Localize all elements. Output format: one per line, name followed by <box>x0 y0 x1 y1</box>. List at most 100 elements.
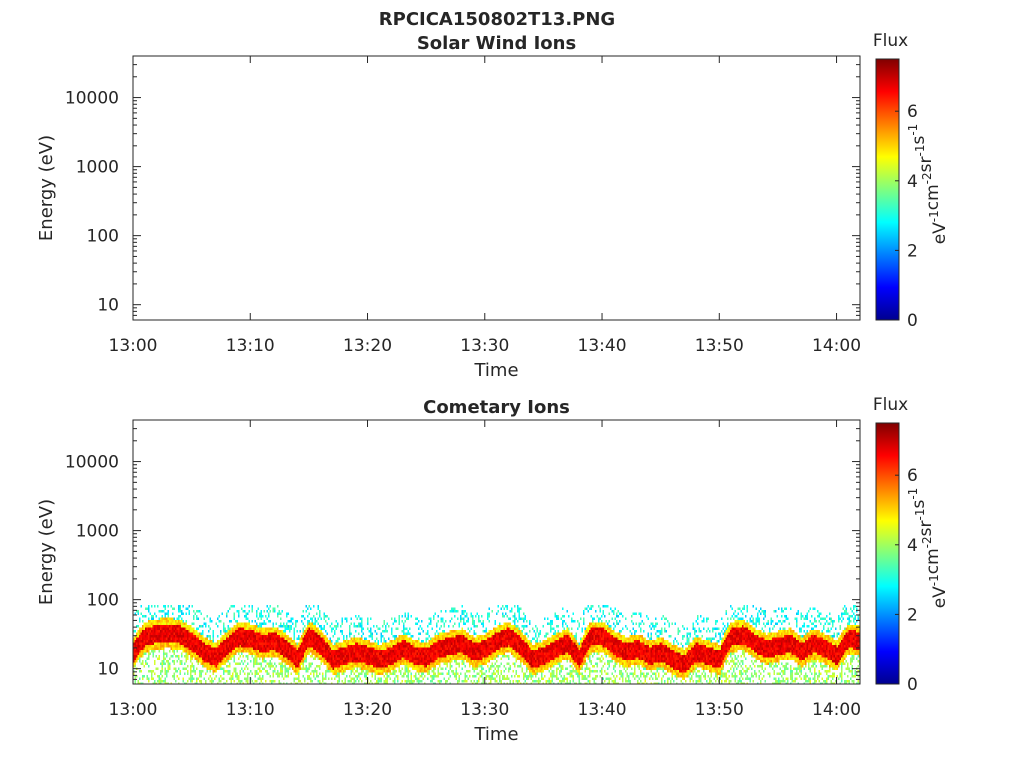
cometary-spectrogram-cell <box>142 637 144 640</box>
cometary-spectrogram-cell <box>332 667 334 670</box>
cometary-spectrogram-cell <box>304 677 306 680</box>
cometary-spectrogram-cell <box>508 650 510 653</box>
cometary-spectrogram-cell <box>371 642 373 645</box>
cometary-spectrogram-cell <box>365 652 367 655</box>
cometary-spectrogram-cell <box>523 682 525 684</box>
cometary-spectrogram-cell <box>515 642 517 645</box>
solar-wind-y-axis-label: Energy (eV) <box>36 135 57 241</box>
cometary-spectrogram-cell <box>164 667 166 670</box>
cometary-spectrogram-cell <box>299 680 301 683</box>
cometary-spectrogram-cell <box>365 670 367 673</box>
cometary-spectrogram-cell <box>334 632 336 635</box>
cometary-spectrogram-cell <box>308 662 310 665</box>
cometary-spectrogram-cell <box>293 637 295 640</box>
cometary-spectrogram-cell <box>254 670 256 673</box>
cometary-spectrogram-cell <box>251 630 253 633</box>
cometary-spectrogram-cell <box>181 630 183 633</box>
cometary-spectrogram-cell <box>218 652 220 655</box>
cometary-spectrogram-cell <box>145 627 147 630</box>
cometary-spectrogram-cell <box>272 650 274 653</box>
cometary-spectrogram-cell <box>248 647 250 650</box>
cometary-spectrogram-cell <box>509 682 511 684</box>
cometary-spectrogram-cell <box>532 670 534 673</box>
cometary-spectrogram-cell <box>253 652 255 655</box>
cometary-spectrogram-cell <box>239 637 241 640</box>
cometary-spectrogram-cell <box>349 625 351 628</box>
cometary-spectrogram-cell <box>235 662 237 665</box>
cometary-spectrogram-cell <box>196 680 198 683</box>
cometary-spectrogram-cell <box>361 627 363 630</box>
cometary-spectrogram-cell <box>437 640 439 643</box>
cometary-spectrogram-cell <box>397 677 399 680</box>
cometary-spectrogram-cell <box>341 652 343 655</box>
cometary-spectrogram-cell <box>268 627 270 630</box>
cometary-spectrogram-cell <box>307 632 309 635</box>
cometary-spectrogram-cell <box>305 610 307 613</box>
cometary-spectrogram-cell <box>458 635 460 638</box>
cometary-spectrogram-cell <box>389 672 391 675</box>
cometary-spectrogram-cell <box>244 605 246 608</box>
cometary-spectrogram-cell <box>349 645 351 648</box>
cometary-spectrogram-cell <box>172 612 174 615</box>
cometary-spectrogram-cell <box>368 650 370 653</box>
cometary-spectrogram-cell <box>289 620 291 623</box>
cometary-spectrogram-cell <box>184 630 186 633</box>
cometary-spectrogram-cell <box>262 677 264 680</box>
cometary-spectrogram-cell <box>337 622 339 625</box>
cometary-spectrogram-cell <box>442 655 444 658</box>
cometary-spectrogram-cell <box>361 660 363 663</box>
cometary-spectrogram-cell <box>391 662 393 665</box>
cometary-spectrogram-cell <box>475 650 477 653</box>
cometary-spectrogram-cell <box>469 665 471 668</box>
cometary-spectrogram-cell <box>499 625 501 628</box>
cometary-spectrogram-cell <box>185 640 187 643</box>
cometary-spectrogram-cell <box>146 647 148 650</box>
cometary-spectrogram-cell <box>197 617 199 620</box>
cometary-spectrogram-cell <box>154 635 156 638</box>
cometary-spectrogram-cell <box>374 655 376 658</box>
cometary-spectrogram-cell <box>491 642 493 645</box>
cometary-spectrogram-cell <box>155 625 157 628</box>
cometary-spectrogram-cell <box>514 637 516 640</box>
cometary-spectrogram-cell <box>338 665 340 668</box>
cometary-spectrogram-cell <box>173 627 175 630</box>
cometary-spectrogram-cell <box>257 647 259 650</box>
cometary-spectrogram-cell <box>407 677 409 680</box>
cometary-spectrogram-cell <box>247 630 249 633</box>
cometary-spectrogram-cell <box>491 662 493 665</box>
cometary-spectrogram-cell <box>208 645 210 648</box>
cometary-spectrogram-cell <box>322 637 324 640</box>
cometary-spectrogram-cell <box>404 657 406 660</box>
cometary-spectrogram-cell <box>518 635 520 638</box>
cometary-spectrogram-cell <box>274 670 276 673</box>
cometary-spectrogram-cell <box>391 650 393 653</box>
cometary-spectrogram-cell <box>479 665 481 668</box>
cometary-spectrogram-cell <box>424 682 426 684</box>
cometary-spectrogram-cell <box>356 645 358 648</box>
cometary-spectrogram-cell <box>412 655 414 658</box>
cometary-spectrogram-cell <box>179 632 181 635</box>
cometary-spectrogram-cell <box>337 680 339 683</box>
cometary-spectrogram-cell <box>316 650 318 653</box>
cometary-spectrogram-cell <box>209 665 211 668</box>
cometary-spectrogram-cell <box>182 647 184 650</box>
cometary-spectrogram-cell <box>187 632 189 635</box>
cometary-spectrogram-cell <box>146 622 148 625</box>
cometary-spectrogram-cell <box>431 650 433 653</box>
cometary-spectrogram-cell <box>341 645 343 648</box>
cometary-spectrogram-cell <box>332 662 334 665</box>
cometary-spectrogram-cell <box>442 642 444 645</box>
cometary-spectrogram-cell <box>352 640 354 643</box>
cometary-spectrogram-cell <box>464 645 466 648</box>
cometary-spectrogram-cell <box>152 620 154 623</box>
cometary-spectrogram-cell <box>217 652 219 655</box>
cometary-spectrogram-cell <box>491 665 493 668</box>
cometary-spectrogram-cell <box>260 665 262 668</box>
cometary-spectrogram-cell <box>437 672 439 675</box>
cometary-spectrogram-cell <box>451 670 453 673</box>
cometary-spectrogram-cell <box>298 665 300 668</box>
cometary-spectrogram-cell <box>283 655 285 658</box>
cometary-spectrogram-cell <box>331 665 333 668</box>
cometary-spectrogram-cell <box>395 650 397 653</box>
cometary-spectrogram-cell <box>304 650 306 653</box>
